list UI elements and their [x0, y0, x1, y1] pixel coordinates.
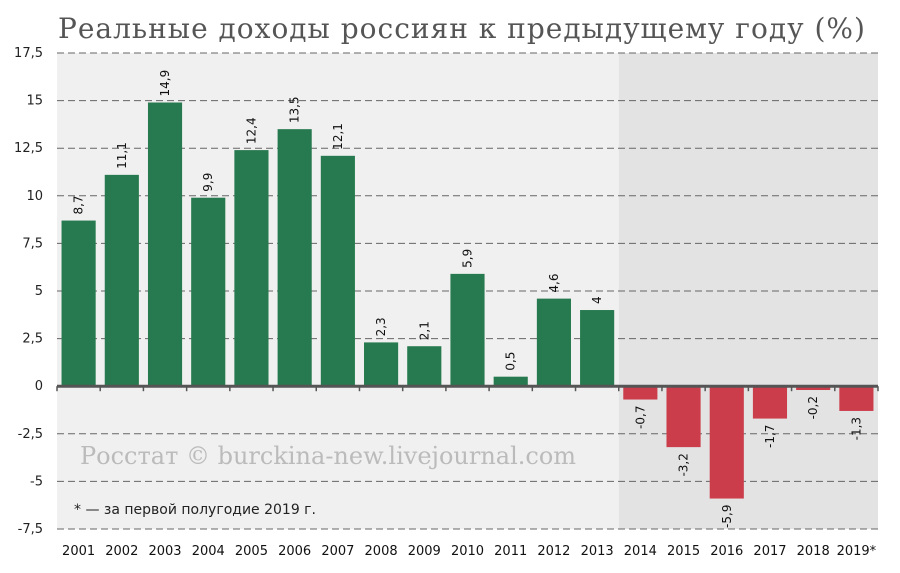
bar: [839, 386, 874, 411]
x-tick-label: 2019*: [837, 544, 877, 559]
data-label: 12,1: [331, 123, 345, 150]
x-tick-label: 2004: [192, 544, 225, 559]
data-label: 2,3: [374, 317, 388, 336]
x-tick-label: 2010: [451, 544, 484, 559]
bar: [493, 376, 528, 387]
bar: [666, 386, 701, 448]
y-tick-label: 5: [35, 284, 43, 299]
plot-area: 17,5 15 12,5 10 7,5 5 2,5 0 -2,5 -5 -7,5 8,7 2001 11,…: [14, 46, 879, 559]
y-tick-label: 10: [26, 189, 43, 204]
x-tick-label: 2014: [624, 544, 657, 559]
footnote: * — за первой полугодие 2019 г.: [74, 502, 316, 518]
data-label: 4,6: [547, 274, 561, 293]
data-label: -1,7: [763, 425, 777, 448]
y-tick-label: -5: [30, 474, 43, 489]
bar: [536, 298, 571, 387]
x-tick-label: 2008: [365, 544, 398, 559]
bar: [320, 155, 355, 387]
watermark: Росстат © burckina-new.livejournal.com: [80, 442, 576, 470]
data-label: -5,9: [720, 505, 734, 528]
data-label: 9,9: [201, 173, 215, 192]
data-label: 14,9: [158, 70, 172, 97]
y-tick-label: 12,5: [14, 141, 43, 156]
y-tick-label: 2,5: [22, 332, 43, 347]
x-tick-label: 2012: [537, 544, 570, 559]
bar: [580, 310, 615, 387]
data-label: 13,5: [288, 96, 302, 123]
bar: [364, 342, 399, 387]
x-tick-label: 2017: [753, 544, 786, 559]
y-tick-label: 0: [35, 379, 43, 394]
bar: [104, 174, 139, 387]
data-label: 0,5: [504, 352, 518, 371]
data-label: 12,4: [244, 117, 258, 144]
bar: [796, 386, 831, 391]
y-tick-label: 7,5: [22, 236, 43, 251]
x-tick-label: 2015: [667, 544, 700, 559]
y-tick-label: 15: [26, 94, 43, 109]
bar: [752, 386, 788, 419]
x-tick-label: 2002: [105, 544, 138, 559]
x-tick-label: 2005: [235, 544, 268, 559]
x-tick-label: 2018: [797, 544, 830, 559]
bar: [234, 150, 269, 387]
x-tick-label: 2007: [321, 544, 354, 559]
bar: [277, 129, 312, 387]
bar: [450, 273, 485, 387]
data-label: 4: [590, 296, 604, 304]
x-tick-label: 2013: [581, 544, 614, 559]
bar: [709, 386, 744, 499]
bar: [623, 386, 658, 400]
data-label: 11,1: [115, 142, 129, 169]
shaded-region: [618, 53, 878, 529]
x-tick-label: 2003: [148, 544, 181, 559]
x-tick-label: 2009: [408, 544, 441, 559]
data-label: 5,9: [461, 249, 475, 268]
y-tick-label: -2,5: [18, 427, 43, 442]
bar: [61, 220, 96, 387]
bar: [191, 197, 226, 387]
chart-title: Реальные доходы россиян к предыдущему го…: [58, 12, 866, 45]
data-label: -3,2: [677, 453, 691, 476]
data-label: -1,3: [849, 417, 863, 440]
x-tick-label: 2006: [278, 544, 311, 559]
x-tick-label: 2016: [710, 544, 743, 559]
x-tick-label: 2001: [62, 544, 95, 559]
x-tick-label: 2011: [494, 544, 527, 559]
bar: [407, 346, 442, 387]
y-tick-label: -7,5: [18, 522, 43, 537]
data-label: 8,7: [72, 195, 86, 214]
data-label: -0,7: [633, 406, 647, 429]
y-tick-label: 17,5: [14, 46, 43, 61]
data-label: 2,1: [417, 321, 431, 340]
bar: [147, 102, 183, 387]
data-label: -0,2: [806, 396, 820, 419]
